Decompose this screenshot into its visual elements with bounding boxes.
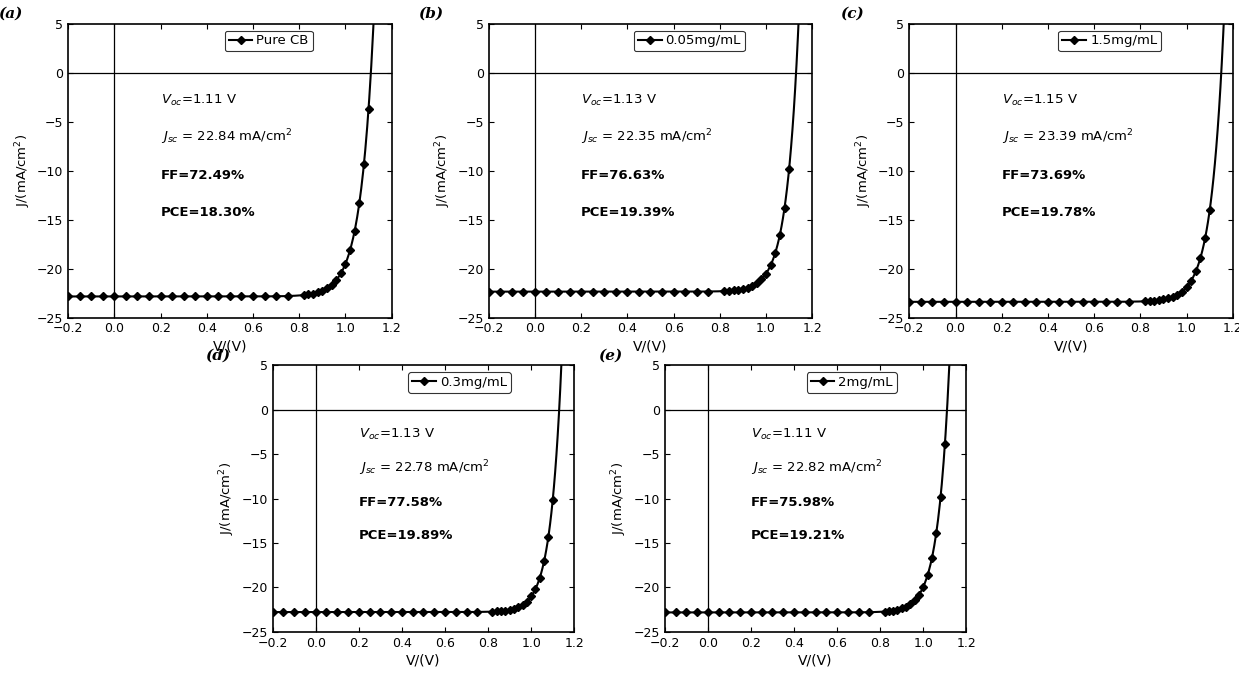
Text: PCE=18.30%: PCE=18.30% [161, 206, 255, 219]
Text: FF=75.98%: FF=75.98% [751, 496, 835, 509]
Text: $\mathit{J}_{sc}$ = 22.35 mA/cm$^2$: $\mathit{J}_{sc}$ = 22.35 mA/cm$^2$ [581, 128, 712, 147]
Text: $\mathit{V}_{oc}$=1.11 V: $\mathit{V}_{oc}$=1.11 V [161, 93, 237, 109]
Text: $\mathit{V}_{oc}$=1.15 V: $\mathit{V}_{oc}$=1.15 V [1001, 93, 1078, 109]
Text: $\mathit{J}_{sc}$ = 22.78 mA/cm$^2$: $\mathit{J}_{sc}$ = 22.78 mA/cm$^2$ [359, 458, 489, 477]
Text: $\mathit{V}_{oc}$=1.13 V: $\mathit{V}_{oc}$=1.13 V [359, 427, 435, 443]
Y-axis label: J/(mA/cm$^2$): J/(mA/cm$^2$) [14, 134, 32, 208]
Legend: 2mg/mL: 2mg/mL [807, 372, 897, 393]
Text: FF=73.69%: FF=73.69% [1001, 169, 1085, 182]
X-axis label: V/(V): V/(V) [1054, 339, 1088, 354]
Legend: 0.05mg/mL: 0.05mg/mL [634, 31, 745, 51]
Text: $\mathit{J}_{sc}$ = 22.84 mA/cm$^2$: $\mathit{J}_{sc}$ = 22.84 mA/cm$^2$ [161, 128, 292, 147]
Text: (c): (c) [840, 7, 864, 21]
X-axis label: V/(V): V/(V) [213, 339, 247, 354]
Text: PCE=19.89%: PCE=19.89% [359, 529, 453, 542]
Text: (a): (a) [0, 7, 22, 21]
Text: FF=76.63%: FF=76.63% [581, 169, 665, 182]
Text: PCE=19.39%: PCE=19.39% [581, 206, 675, 219]
Text: (b): (b) [419, 7, 444, 21]
Text: $\mathit{V}_{oc}$=1.11 V: $\mathit{V}_{oc}$=1.11 V [751, 427, 826, 443]
Text: (e): (e) [598, 349, 622, 363]
X-axis label: V/(V): V/(V) [633, 339, 668, 354]
X-axis label: V/(V): V/(V) [798, 654, 833, 668]
Text: $\mathit{J}_{sc}$ = 22.82 mA/cm$^2$: $\mathit{J}_{sc}$ = 22.82 mA/cm$^2$ [751, 458, 882, 477]
Legend: 1.5mg/mL: 1.5mg/mL [1058, 31, 1161, 51]
Y-axis label: J/(mA/cm$^2$): J/(mA/cm$^2$) [218, 462, 237, 535]
Y-axis label: J/(mA/cm$^2$): J/(mA/cm$^2$) [610, 462, 629, 535]
Text: FF=72.49%: FF=72.49% [161, 169, 245, 182]
Text: PCE=19.21%: PCE=19.21% [751, 529, 845, 542]
Text: $\mathit{V}_{oc}$=1.13 V: $\mathit{V}_{oc}$=1.13 V [581, 93, 657, 109]
Y-axis label: J/(mA/cm$^2$): J/(mA/cm$^2$) [854, 134, 873, 208]
Text: PCE=19.78%: PCE=19.78% [1001, 206, 1097, 219]
Text: $\mathit{J}_{sc}$ = 23.39 mA/cm$^2$: $\mathit{J}_{sc}$ = 23.39 mA/cm$^2$ [1001, 128, 1134, 147]
Text: (d): (d) [206, 349, 230, 363]
X-axis label: V/(V): V/(V) [406, 654, 441, 668]
Legend: Pure CB: Pure CB [224, 31, 312, 51]
Legend: 0.3mg/mL: 0.3mg/mL [409, 372, 510, 393]
Y-axis label: J/(mA/cm$^2$): J/(mA/cm$^2$) [434, 134, 453, 208]
Text: FF=77.58%: FF=77.58% [359, 496, 442, 509]
